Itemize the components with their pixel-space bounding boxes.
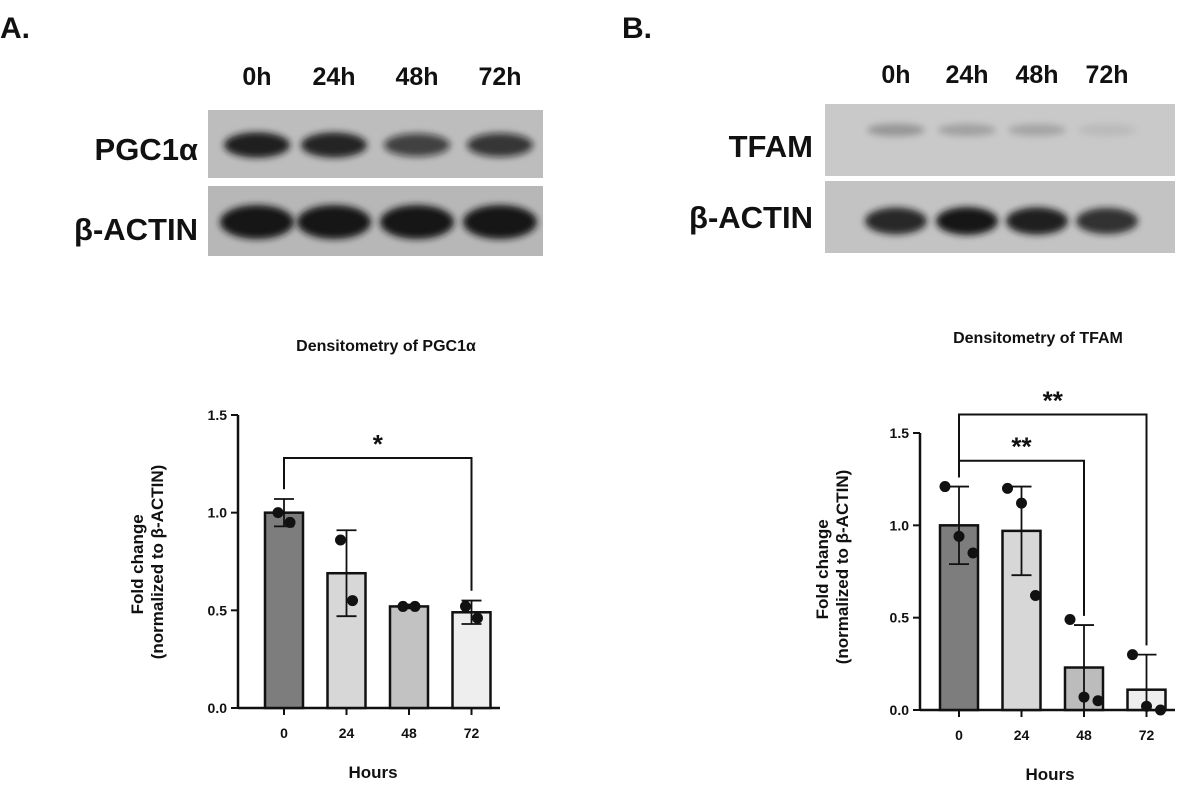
actin-band	[463, 205, 537, 239]
chart-a-x-tick-label: 0	[280, 725, 288, 741]
chart-a-ylabel: Fold change (normalized to β-ACTIN)	[128, 465, 167, 660]
chart-a-point	[284, 516, 296, 528]
chart-a-point	[347, 595, 358, 607]
chart-b-point	[1078, 691, 1090, 703]
actin-band	[297, 205, 371, 239]
pgc1a-band	[384, 133, 450, 157]
chart-b-x-tick-label: 0	[955, 727, 963, 743]
chart-b-point	[953, 530, 965, 542]
actin-band	[936, 207, 998, 235]
chart-b-point	[967, 547, 979, 559]
chart-b-significance-bracket	[958, 413, 1148, 646]
chart-b-point	[1092, 695, 1104, 707]
panel-a-lane-label: 72h	[478, 63, 521, 91]
chart-b-point	[1030, 590, 1041, 602]
chart-a: Densitometry of PGC1α Fold change (norma…	[128, 338, 500, 782]
panel-b-blot-strip	[825, 104, 1175, 176]
panel-b-protein-label: β-ACTIN	[689, 200, 813, 235]
actin-band	[1006, 207, 1068, 235]
panel-b: B. 0h 24h 48h 72h TFAM β-ACTIN	[622, 12, 1175, 253]
chart-b-x-tick-label: 48	[1076, 727, 1092, 743]
chart-a-point	[272, 507, 284, 519]
panel-b-lane-label: 72h	[1085, 61, 1128, 89]
chart-a-ylabel-line: (normalized to β-ACTIN)	[148, 465, 167, 660]
pgc1a-band	[224, 132, 290, 158]
chart-a-x-tick-label: 24	[339, 725, 355, 741]
actin-band	[220, 205, 294, 239]
actin-band	[380, 205, 454, 239]
tfam-band	[938, 123, 996, 137]
chart-b-significance-label: **	[1043, 386, 1064, 416]
panel-b-protein-label: TFAM	[729, 129, 813, 164]
chart-b: Densitometry of TFAM Fold change (normal…	[813, 330, 1175, 784]
chart-b-point	[1016, 497, 1027, 509]
chart-a-bar	[451, 611, 492, 710]
panel-a-protein-label: β-ACTIN	[74, 212, 198, 247]
chart-b-x-tick-label: 72	[1139, 727, 1155, 743]
chart-b-point	[1141, 700, 1152, 712]
chart-a-bar	[263, 511, 305, 710]
chart-b-x-tick-label: 24	[1014, 727, 1030, 743]
panel-a-lane-label: 48h	[395, 63, 438, 91]
chart-b-xlabel: Hours	[1025, 765, 1074, 784]
panel-a-lane-label: 0h	[242, 63, 271, 91]
pgc1a-band	[467, 133, 533, 157]
chart-b-ylabel: Fold change (normalized to β-ACTIN)	[813, 470, 852, 665]
chart-b-y-tick-label: 0.0	[890, 702, 910, 718]
chart-a-y-tick-label: 0.5	[208, 602, 228, 618]
chart-a-significance-label: *	[373, 429, 384, 459]
chart-a-bar	[388, 605, 430, 710]
tfam-band	[867, 123, 925, 137]
chart-a-x-tick-label: 48	[401, 725, 417, 741]
panel-b-label: B.	[622, 12, 652, 45]
chart-b-point	[1064, 614, 1076, 626]
actin-band	[865, 207, 927, 235]
chart-a-point	[397, 600, 409, 612]
chart-b-significance-label: **	[1011, 432, 1032, 462]
chart-b-y-tick-label: 1.5	[890, 425, 910, 441]
chart-a-point	[460, 600, 471, 612]
chart-a-point	[472, 612, 483, 624]
chart-a-ylabel-line: Fold change	[128, 514, 147, 614]
chart-a-title: Densitometry of PGC1α	[296, 338, 476, 355]
chart-b-point	[1002, 482, 1013, 494]
chart-b-y-tick-label: 1.0	[890, 517, 910, 533]
tfam-band	[1078, 124, 1136, 136]
actin-band	[1076, 207, 1138, 235]
chart-b-ylabel-line: (normalized to β-ACTIN)	[833, 470, 852, 665]
chart-b-point	[1127, 649, 1138, 661]
panel-b-lane-label: 48h	[1015, 61, 1058, 89]
chart-a-significance-bracket	[283, 456, 473, 591]
chart-a-y-tick-label: 1.5	[208, 407, 228, 423]
pgc1a-band	[301, 132, 367, 158]
panel-a: A. 0h 24h 48h 72h PGC1α β-ACTIN	[0, 12, 543, 256]
chart-b-ylabel-line: Fold change	[813, 519, 832, 619]
chart-b-y-tick-label: 0.5	[890, 610, 910, 626]
chart-a-x-tick-label: 72	[464, 725, 480, 741]
panel-a-label: A.	[0, 12, 30, 45]
chart-a-y-tick-label: 1.0	[208, 505, 228, 521]
panel-b-lane-label: 0h	[881, 61, 910, 89]
tfam-band	[1008, 123, 1066, 137]
chart-a-point	[335, 534, 346, 546]
panel-a-protein-label: PGC1α	[95, 132, 198, 167]
chart-b-title: Densitometry of TFAM	[953, 330, 1123, 347]
chart-a-point	[409, 600, 421, 612]
chart-b-point	[939, 481, 951, 493]
chart-b-point	[1155, 704, 1166, 716]
chart-a-xlabel: Hours	[348, 763, 397, 782]
panel-a-lane-label: 24h	[312, 63, 355, 91]
chart-a-y-tick-label: 0.0	[208, 700, 228, 716]
panel-b-lane-label: 24h	[945, 61, 988, 89]
